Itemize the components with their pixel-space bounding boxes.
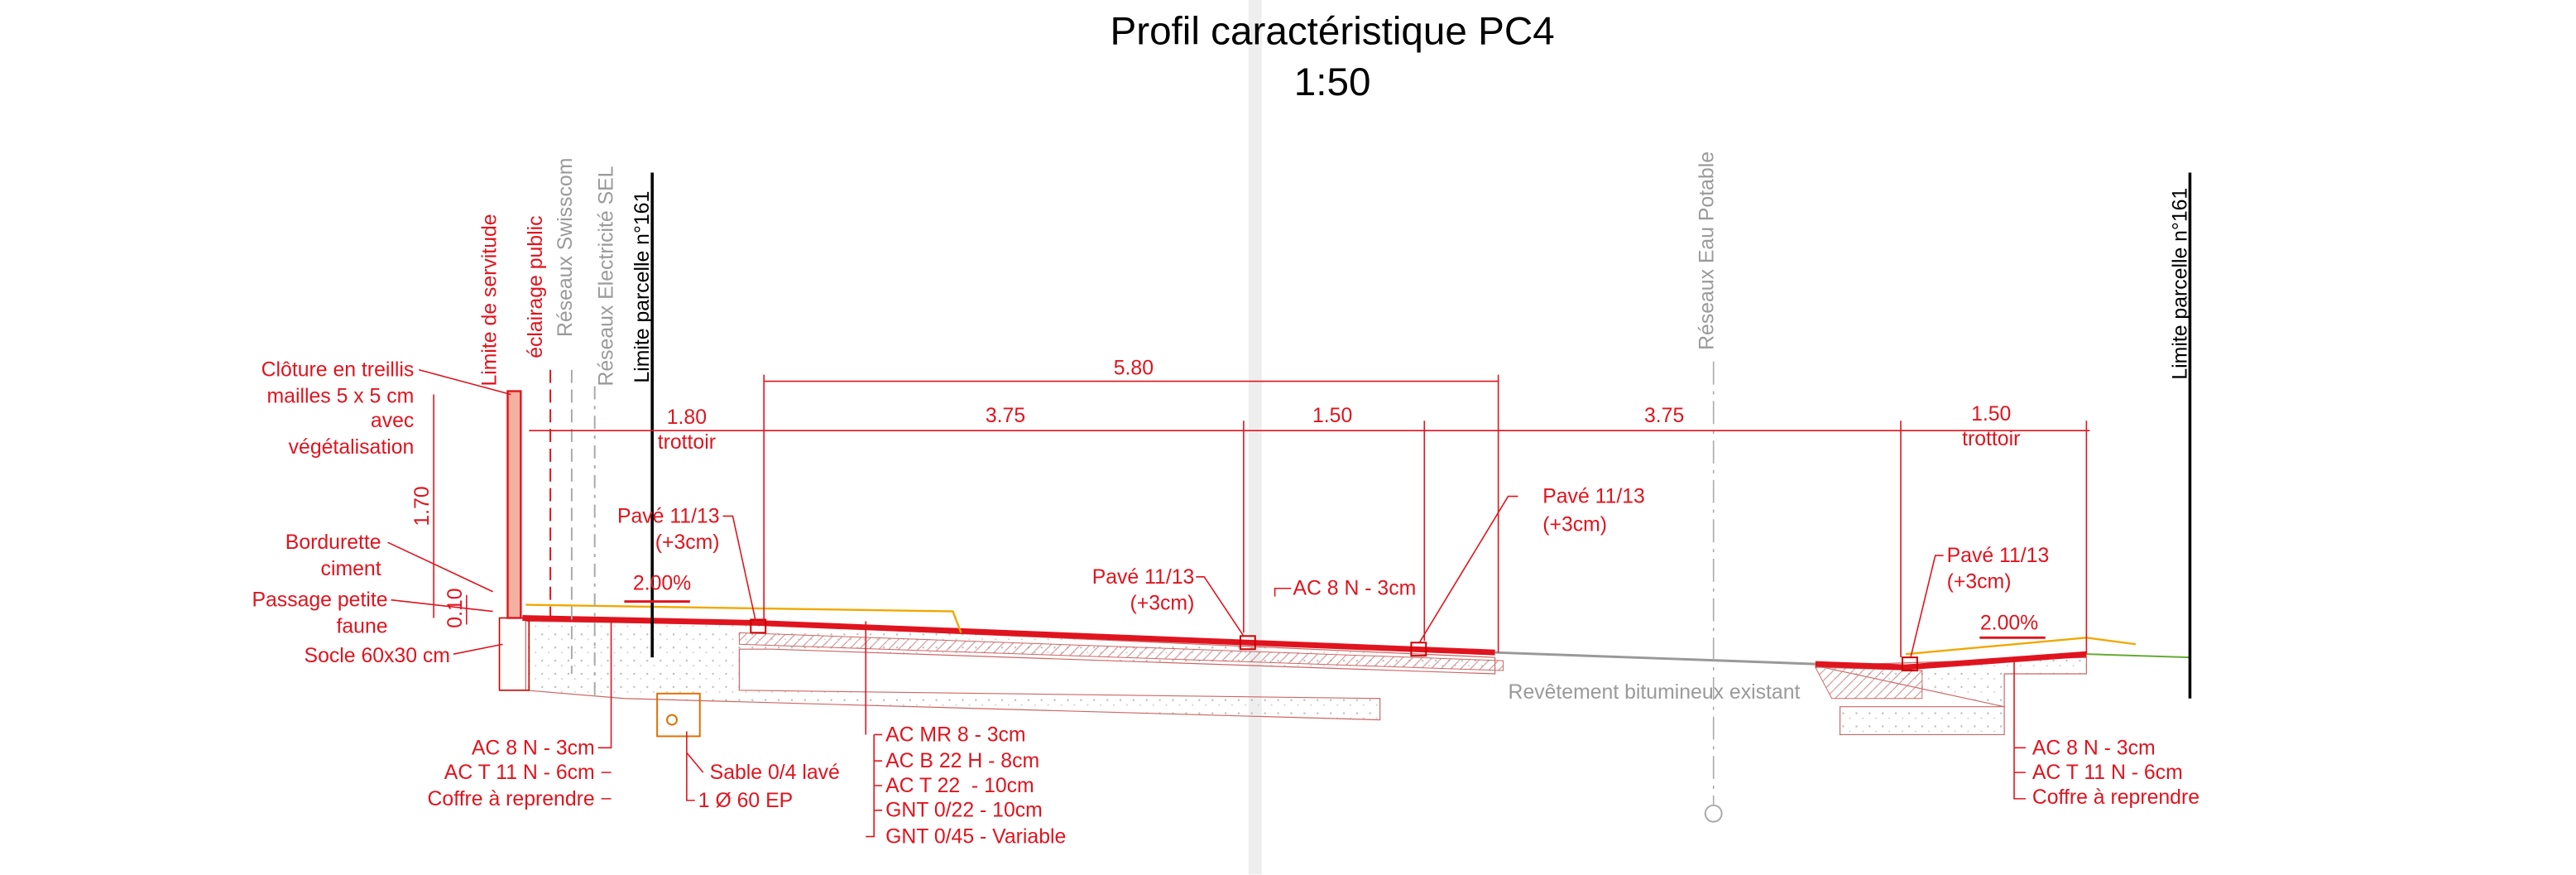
annotation: Socle 60x30 cm	[305, 645, 450, 667]
annotation: AC 8 N - 3cm	[2032, 737, 2156, 759]
slope: 2.00%	[1980, 612, 2038, 634]
annotation: végétalisation	[289, 436, 415, 459]
annotation: mailles 5 x 5 cm	[267, 385, 415, 407]
dimension: 3.75	[1644, 405, 1684, 427]
annotation: Revêtement bitumineux existant	[1509, 681, 1801, 704]
annotation: AC 8 N - 3cm	[472, 737, 595, 759]
annotation: Pavé 11/13	[1947, 545, 2050, 567]
annotation: Passage petite	[252, 589, 387, 612]
annotation: AC B 22 H - 8cm	[885, 750, 1039, 772]
scale: 1:50	[1294, 60, 1371, 104]
annotation: GNT 0/45 - Variable	[885, 825, 1066, 848]
annotation: Coffre à reprendre	[428, 788, 595, 810]
annotation: AC T 11 N - 6cm	[2032, 762, 2183, 784]
dimension: 3.75	[986, 405, 1025, 427]
annotation: avec	[371, 410, 414, 432]
vertical-label: Réseaux Swisscom	[554, 158, 577, 337]
annotation: Pavé 11/13	[617, 505, 720, 527]
title: Profil caractéristique PC4	[1110, 10, 1554, 54]
drawing: Profil caractéristique PC4 1:50 Limite d…	[0, 0, 2576, 875]
annotation: Pavé 11/13	[1542, 486, 1645, 508]
vertical-label: Limite parcelle n°161	[2169, 188, 2191, 380]
dimension: trottoir	[658, 431, 716, 454]
annotation: (+3cm)	[1542, 513, 1607, 536]
vertical-label: Limite de servitude	[479, 214, 501, 386]
annotation: (+3cm)	[1130, 593, 1194, 615]
annotation: AC MR 8 - 3cm	[885, 724, 1025, 746]
slope: 2.00%	[633, 573, 691, 595]
dimension: 1.70	[411, 486, 434, 526]
dimension: trottoir	[1962, 428, 2020, 450]
vertical-label: Réseaux Electricité SEL	[596, 166, 618, 387]
annotation: 1 Ø 60 EP	[698, 790, 793, 812]
dimension: 1.50	[1312, 405, 1352, 427]
vertical-label: éclairage public	[525, 215, 547, 358]
annotation: (+3cm)	[1947, 571, 2012, 594]
annotation: AC T 11 N - 6cm	[444, 762, 595, 784]
annotation: Coffre à reprendre	[2032, 786, 2199, 809]
dimension: 0.10	[444, 588, 467, 627]
annotation: ciment	[321, 558, 381, 580]
annotation: faune	[336, 615, 387, 637]
annotation: GNT 0/22 - 10cm	[885, 800, 1043, 822]
annotation: AC 8 N - 3cm	[1293, 578, 1416, 600]
annotation: Bordurette	[285, 531, 381, 554]
annotation: (+3cm)	[655, 531, 720, 554]
vertical-label: Réseaux Eau Potable	[1696, 151, 1719, 350]
annotation: AC T 22 - 10cm	[885, 775, 1034, 797]
dimension: 1.80	[667, 406, 707, 429]
dimension: 1.50	[1971, 403, 2011, 425]
vertical-label: Limite parcelle n°161	[631, 191, 654, 383]
annotation: Sable 0/4 lavé	[710, 762, 840, 784]
annotation: Pavé 11/13	[1092, 566, 1195, 589]
dimension: 5.80	[1114, 358, 1154, 380]
annotation: Clôture en treillis	[261, 359, 415, 382]
